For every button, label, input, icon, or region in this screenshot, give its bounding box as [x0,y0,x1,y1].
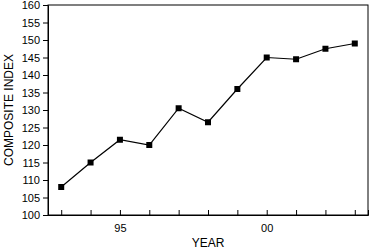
y-tick-label: 135 [22,87,40,99]
y-axis-line [43,6,49,216]
y-tick-mark [43,93,48,94]
x-tick-mark [61,210,62,215]
y-tick-label: 160 [22,0,40,11]
plot-frame [48,5,368,215]
y-tick: 160 [22,0,48,11]
y-tick-label: 115 [22,157,40,169]
y-tick: 115 [22,157,48,169]
marker [58,184,64,190]
y-tick: 150 [22,34,48,46]
x-tick: 95 [114,210,126,234]
y-axis-title: COMPOSITE INDEX [2,54,16,166]
y-tick: 120 [22,139,48,151]
y-tick: 110 [22,174,48,186]
marker [234,86,240,92]
y-tick-mark [43,23,48,24]
y-tick-mark [43,128,48,129]
y-tick-mark [43,145,48,146]
x-axis-title: YEAR [192,236,225,250]
y-tick: 130 [22,104,48,116]
y-tick-mark [43,5,48,6]
x-tick [61,210,62,215]
marker [88,160,94,166]
x-tick-mark [355,210,356,215]
y-axis: 100 105 110 115 120 125 130 135 140 145 150 155 160 [22,0,49,221]
x-tick-mark [267,210,268,215]
x-tick-mark [149,210,150,215]
marker [146,142,152,148]
y-tick-label: 110 [22,174,40,186]
y-tick-label: 150 [22,34,40,46]
y-tick: 100 [22,209,48,221]
y-tick-label: 140 [22,69,40,81]
x-tick-mark [91,210,92,215]
y-tick: 140 [22,69,48,81]
series-line [61,44,355,188]
x-tick: 00 [261,210,273,234]
x-tick [208,210,209,215]
x-tick-label: 95 [114,222,126,234]
y-tick: 125 [22,122,48,134]
y-tick: 155 [22,17,48,29]
y-tick-mark [43,215,48,216]
y-tick: 135 [22,87,48,99]
plot: 100 105 110 115 120 125 130 135 140 145 150 155 160 9… [22,0,369,234]
marker [322,46,328,52]
y-tick-mark [43,58,48,59]
x-tick-mark [237,210,238,215]
marker [293,56,299,62]
marker [264,55,270,61]
x-tick [237,210,238,215]
marks [58,41,358,191]
y-tick-label: 120 [22,139,40,151]
y-tick-mark [43,198,48,199]
marker [117,137,123,143]
x-tick-mark [325,210,326,215]
y-tick-mark [43,180,48,181]
y-tick: 145 [22,52,48,64]
x-tick [91,210,92,215]
x-tick-mark [208,210,209,215]
marker [352,41,358,47]
y-tick-mark [43,40,48,41]
y-tick: 105 [22,192,48,204]
y-tick-mark [43,110,48,111]
y-tick-label: 145 [22,52,40,64]
x-tick [325,210,326,215]
x-tick-mark [296,210,297,215]
x-tick [296,210,297,215]
x-axis-line [49,210,369,216]
marker [205,119,211,125]
x-tick-mark [120,210,121,215]
y-tick-label: 155 [22,17,40,29]
x-tick-label: 00 [261,222,273,234]
y-tick-label: 130 [22,104,40,116]
x-tick [179,210,180,215]
x-tick-mark [179,210,180,215]
y-tick-label: 100 [22,209,40,221]
y-tick-mark [43,163,48,164]
y-tick-label: 125 [22,122,40,134]
y-tick-mark [43,75,48,76]
chart: 100 105 110 115 120 125 130 135 140 145 150 155 160 9… [0,0,375,251]
marker [176,105,182,111]
x-tick [149,210,150,215]
y-tick-label: 105 [22,192,40,204]
x-axis: 95 00 [49,210,369,234]
x-tick [355,210,356,215]
